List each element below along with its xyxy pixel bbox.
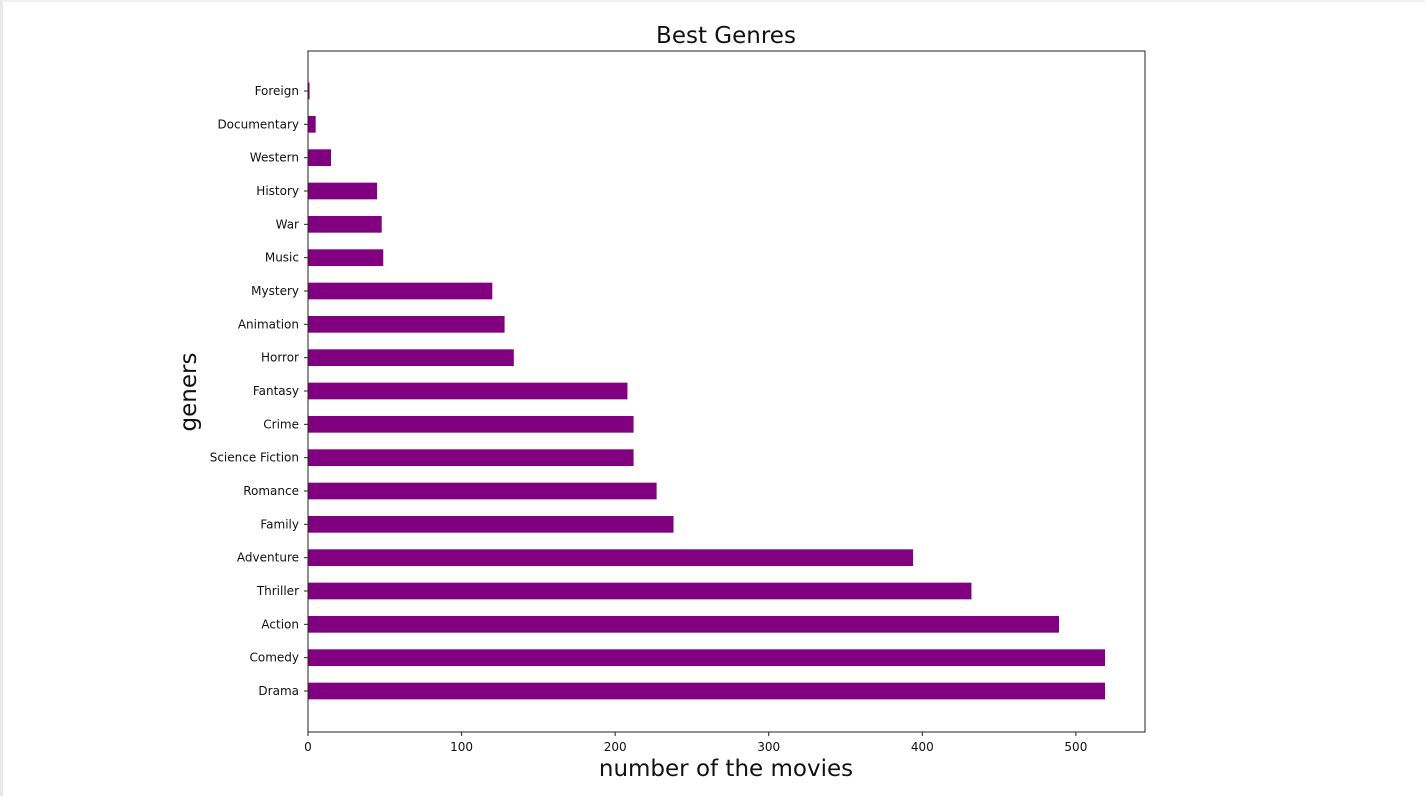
- y-tick-label: Animation: [238, 317, 299, 331]
- y-tick-label: Mystery: [251, 284, 299, 298]
- bar-science-fiction: [308, 449, 634, 466]
- y-tick-label: Drama: [258, 684, 299, 698]
- bar-thriller: [308, 582, 972, 600]
- y-tick-label: Crime: [263, 417, 299, 431]
- y-tick-label: Horror: [261, 351, 299, 365]
- bar-animation: [308, 316, 505, 333]
- x-axis-title: number of the movies: [599, 756, 853, 782]
- bar-chart: Best Genres Drama Comedy Action Thriller Adv…: [176, 23, 1146, 782]
- plot-frame: [307, 50, 1146, 733]
- bar-action: [308, 616, 1059, 633]
- x-tick-label: 100: [450, 740, 473, 754]
- bar-mystery: [308, 282, 493, 300]
- bar-adventure: [308, 549, 914, 566]
- plot-area: Drama Comedy Action Thriller Adventure Family…: [210, 82, 1106, 754]
- bar-family: [308, 516, 674, 533]
- y-tick-label: Action: [261, 617, 299, 631]
- y-tick-label: Science Fiction: [210, 451, 299, 465]
- bar-war: [308, 216, 382, 233]
- bar-drama: [308, 682, 1106, 700]
- y-tick-label: Thriller: [256, 584, 299, 598]
- y-tick-label: History: [256, 184, 299, 198]
- x-tick-label: 500: [1064, 740, 1087, 754]
- y-tick-label: Documentary: [217, 117, 299, 131]
- x-tick-label: 300: [757, 740, 780, 754]
- bar-crime: [308, 416, 634, 433]
- bar-comedy: [308, 649, 1106, 666]
- y-tick-label: Fantasy: [253, 384, 299, 398]
- x-tick-label: 200: [604, 740, 627, 754]
- bar-music: [308, 249, 384, 266]
- bar-romance: [308, 482, 657, 500]
- x-tick-label: 400: [911, 740, 934, 754]
- y-tick-label: Western: [250, 151, 299, 165]
- bar-western: [308, 149, 332, 166]
- chart-title: Best Genres: [656, 23, 796, 49]
- y-tick-label: Comedy: [249, 651, 299, 665]
- y-tick-label: Family: [260, 517, 299, 531]
- y-tick-label: War: [276, 217, 299, 231]
- bar-documentary: [308, 116, 316, 133]
- bar-foreign: [308, 82, 310, 100]
- y-tick-label: Adventure: [237, 551, 299, 565]
- y-tick-label: Foreign: [255, 84, 299, 98]
- x-tick-label: 0: [304, 740, 312, 754]
- y-tick-label: Music: [265, 251, 299, 265]
- bar-fantasy: [308, 382, 628, 400]
- y-axis-title: geners: [176, 353, 202, 432]
- y-tick-label: Romance: [243, 484, 299, 498]
- bar-horror: [308, 349, 514, 366]
- bar-history: [308, 182, 378, 200]
